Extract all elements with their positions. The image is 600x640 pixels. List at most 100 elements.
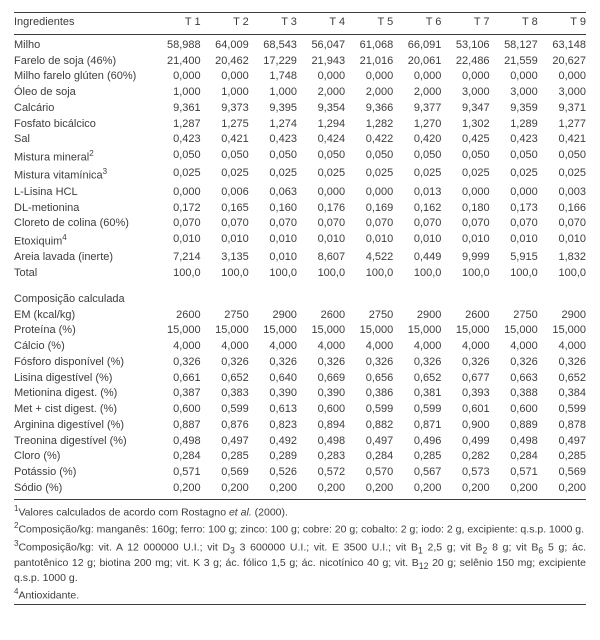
table-row: Etoxiquim40,0100,0100,0100,0100,0100,010… [14,232,586,250]
cell: 0,613 [249,402,297,418]
cell: 4,000 [152,339,200,355]
cell: 0,162 [393,201,441,217]
cell: 100,0 [393,266,441,282]
cell: 0,160 [249,201,297,217]
cell: 0,025 [249,166,297,184]
cell: 0,326 [538,355,586,371]
cell: 0,050 [345,148,393,166]
row-label: Mistura vitamínica3 [14,166,152,184]
cell: 0,669 [297,371,345,387]
cell: 0,285 [538,449,586,465]
cell: 22,486 [441,54,489,70]
cell: 0,200 [249,481,297,497]
cell: 0,200 [152,481,200,497]
cell: 0,498 [490,434,538,450]
cell: 0,050 [490,148,538,166]
cell: 0,283 [297,449,345,465]
cell: 2750 [201,308,249,324]
cell: 0,070 [490,216,538,232]
cell: 66,091 [393,38,441,54]
row-label: Calcário [14,101,152,117]
cell: 0,871 [393,418,441,434]
table-row: Sódio (%)0,2000,2000,2000,2000,2000,2000… [14,481,586,497]
cell: 0,180 [441,201,489,217]
cell: 9,359 [490,101,538,117]
cell: 15,000 [201,323,249,339]
cell: 0,166 [538,201,586,217]
cell: 0,200 [345,481,393,497]
table-row: Cloro (%)0,2840,2850,2890,2830,2840,2850… [14,449,586,465]
table-row: Met + cist digest. (%)0,6000,5990,6130,6… [14,402,586,418]
cell: 4,522 [345,250,393,266]
cell: 15,000 [393,323,441,339]
cell: 0,000 [393,69,441,85]
cell: 21,943 [297,54,345,70]
table-row: Milho58,98864,00968,54356,04761,06866,09… [14,38,586,54]
top-rule [14,12,586,13]
cell: 1,832 [538,250,586,266]
cell: 3,000 [490,85,538,101]
cell: 0,677 [441,371,489,387]
table-row: Fosfato bicálcico1,2871,2751,2741,2941,2… [14,117,586,133]
cell: 0,010 [393,232,441,250]
row-label: Metionina digest. (%) [14,386,152,402]
cell: 1,000 [201,85,249,101]
cell: 0,894 [297,418,345,434]
cell: 0,025 [393,166,441,184]
cell: 0,498 [297,434,345,450]
cell: 0,393 [441,386,489,402]
row-label: DL-metionina [14,201,152,217]
cell: 0,070 [297,216,345,232]
cell: 0,070 [538,216,586,232]
footnote: 3Composição/kg: vit. A 12 000000 U.I.; v… [14,539,586,585]
cell: 9,361 [152,101,200,117]
cell: 15,000 [345,323,393,339]
col-header-label: Ingredientes [14,15,152,31]
table-head: IngredientesT 1T 2T 3T 4T 5T 6T 7T 8T 9 [14,15,586,31]
cell: 0,200 [201,481,249,497]
col-header: T 2 [201,15,249,31]
cell: 0,567 [393,465,441,481]
row-label: Óleo de soja [14,85,152,101]
cell: 0,326 [297,355,345,371]
cell: 0,000 [345,69,393,85]
table-row: Calcário9,3619,3739,3959,3549,3669,3779,… [14,101,586,117]
cell: 100,0 [490,266,538,282]
cell: 0,570 [345,465,393,481]
cell: 0,000 [441,185,489,201]
cell: 0,070 [393,216,441,232]
cell: 0,010 [441,232,489,250]
cell: 3,000 [538,85,586,101]
data-table: IngredientesT 1T 2T 3T 4T 5T 6T 7T 8T 9 … [14,15,586,497]
footnote: 1Valores calculados de acordo com Rostag… [14,504,586,520]
cell: 0,900 [441,418,489,434]
cell: 0,070 [345,216,393,232]
cell: 0,025 [152,166,200,184]
cell: 0,571 [152,465,200,481]
cell: 0,070 [249,216,297,232]
cell: 1,282 [345,117,393,133]
cell: 0,569 [538,465,586,481]
cell: 0,010 [249,232,297,250]
cell: 0,200 [538,481,586,497]
cell: 2750 [345,308,393,324]
cell: 4,000 [441,339,489,355]
cell: 0,573 [441,465,489,481]
row-label: Cálcio (%) [14,339,152,355]
cell: 4,000 [490,339,538,355]
cell: 9,354 [297,101,345,117]
table-row: L-Lisina HCL0,0000,0060,0630,0000,0000,0… [14,185,586,201]
cell: 0,025 [538,166,586,184]
cell: 0,025 [297,166,345,184]
cell: 0,823 [249,418,297,434]
cell: 100,0 [201,266,249,282]
cell: 0,572 [297,465,345,481]
cell: 0,497 [201,434,249,450]
cell: 0,050 [393,148,441,166]
cell: 0,025 [201,166,249,184]
cell: 0,499 [441,434,489,450]
cell: 0,425 [441,132,489,148]
cell: 1,277 [538,117,586,133]
cell: 0,010 [249,250,297,266]
col-header: T 4 [297,15,345,31]
